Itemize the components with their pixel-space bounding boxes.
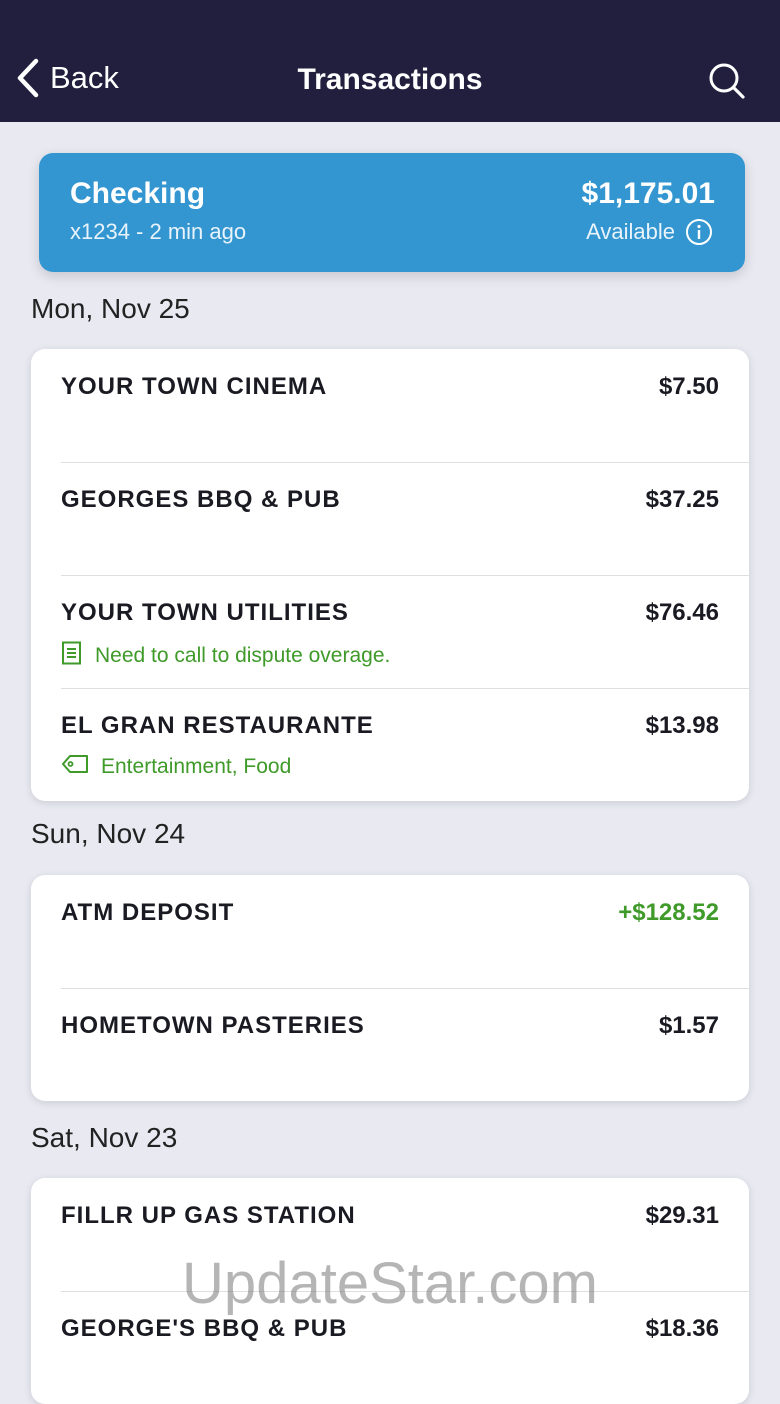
note-icon: [61, 641, 83, 671]
transaction-amount: $7.50: [658, 373, 719, 400]
date-header: Sun, Nov 24: [31, 818, 186, 849]
merchant-name: YOUR TOWN UTILITIES: [61, 599, 349, 626]
memo-text: Entertainment, Food: [101, 755, 292, 778]
transaction-group-card: YOUR TOWN CINEMA $7.50 GEORGES BBQ & PUB …: [31, 349, 749, 801]
transaction-row[interactable]: GEORGES BBQ & PUB $37.25: [31, 462, 749, 575]
merchant-name: HOMETOWN PASTERIES: [61, 1012, 365, 1039]
account-summary-card[interactable]: Checking x1234 - 2 min ago $1,175.01 Ava…: [39, 153, 745, 272]
transaction-row[interactable]: EL GRAN RESTAURANTE $13.98 Entertainment,…: [31, 688, 749, 801]
transaction-group-card: ATM DEPOSIT +$128.52 HOMETOWN PASTERIES $…: [31, 875, 749, 1101]
back-label: Back: [50, 60, 119, 95]
transaction-amount: $13.98: [645, 712, 719, 739]
search-icon[interactable]: [708, 62, 746, 100]
account-name: Checking: [70, 177, 206, 210]
available-label: Available: [586, 218, 713, 246]
tag-icon: [61, 754, 89, 780]
transaction-memo: Need to call to dispute overage.: [61, 641, 390, 671]
transaction-amount: $1.57: [658, 1012, 719, 1039]
transaction-row[interactable]: YOUR TOWN UTILITIES $76.46 Need to call t…: [31, 575, 749, 688]
transaction-amount: $76.46: [645, 599, 719, 626]
chevron-left-icon: [17, 58, 39, 98]
transaction-amount: $29.31: [645, 1202, 719, 1229]
transaction-row[interactable]: YOUR TOWN CINEMA $7.50: [31, 349, 749, 462]
transaction-row[interactable]: HOMETOWN PASTERIES $1.57: [31, 988, 749, 1101]
transaction-amount: +$128.52: [618, 899, 719, 926]
merchant-name: EL GRAN RESTAURANTE: [61, 712, 374, 739]
nav-bar: Back Transactions: [0, 0, 780, 122]
transaction-group-card: FILLR UP GAS STATION $29.31 GEORGE'S BBQ …: [31, 1178, 749, 1404]
transaction-amount: $18.36: [645, 1315, 719, 1342]
transaction-row[interactable]: ATM DEPOSIT +$128.52: [31, 875, 749, 988]
merchant-name: GEORGES BBQ & PUB: [61, 486, 341, 513]
transaction-amount: $37.25: [645, 486, 719, 513]
merchant-name: YOUR TOWN CINEMA: [61, 373, 328, 400]
memo-text: Need to call to dispute overage.: [95, 644, 391, 667]
transaction-memo: Entertainment, Food: [61, 754, 291, 780]
merchant-name: FILLR UP GAS STATION: [61, 1202, 356, 1229]
merchant-name: ATM DEPOSIT: [61, 899, 235, 926]
info-icon[interactable]: [685, 218, 713, 246]
account-balance: $1,175.01: [581, 177, 715, 210]
back-button[interactable]: Back: [16, 58, 119, 98]
account-subtitle: x1234 - 2 min ago: [70, 219, 247, 244]
transaction-row[interactable]: GEORGE'S BBQ & PUB $18.36: [31, 1291, 749, 1404]
date-header: Sat, Nov 23: [31, 1122, 178, 1153]
available-text: Available: [586, 219, 675, 244]
transaction-row[interactable]: FILLR UP GAS STATION $29.31: [31, 1178, 749, 1291]
date-header: Mon, Nov 25: [31, 293, 190, 324]
merchant-name: GEORGE'S BBQ & PUB: [61, 1315, 348, 1342]
